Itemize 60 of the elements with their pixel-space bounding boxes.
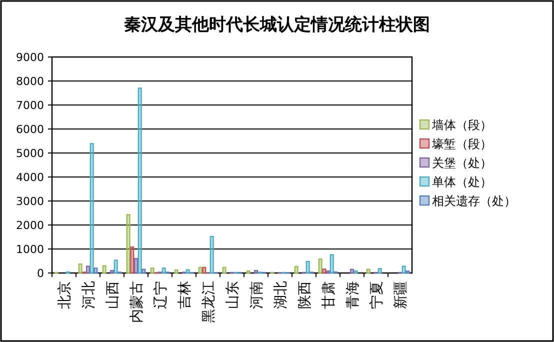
bar: [318, 258, 322, 274]
bar: [174, 270, 178, 274]
legend-label: 墙体（段）: [431, 118, 492, 132]
x-tick-label: 山东: [225, 281, 241, 309]
legend-label: 相关遗存（处）: [432, 194, 516, 208]
bar: [210, 236, 214, 274]
x-tick-label: 内蒙古: [129, 281, 145, 323]
y-tick-label: 5000: [16, 147, 44, 160]
x-tick-label: 河南: [249, 281, 265, 309]
bar: [186, 269, 190, 274]
bar: [94, 268, 98, 274]
bar: [306, 260, 310, 274]
bar: [294, 266, 298, 274]
chart-title: 秦汉及其他时代长城认定情况统计柱状图: [124, 15, 430, 35]
bar: [126, 214, 130, 274]
bar: [134, 258, 138, 274]
bar: [130, 246, 134, 274]
x-tick-label: 北京: [57, 281, 73, 309]
bar: [222, 266, 226, 274]
x-tick-label: 新疆: [393, 281, 409, 309]
x-tick-label: 甘肃: [321, 281, 337, 309]
y-tick-label: 6000: [16, 123, 44, 136]
bar: [86, 266, 90, 274]
x-tick-label: 吉林: [177, 281, 193, 309]
x-tick-label: 湖北: [273, 281, 289, 309]
bar: [142, 268, 146, 274]
bar: [366, 268, 370, 274]
y-tick-label: 0: [37, 267, 44, 280]
x-tick-label: 宁夏: [369, 281, 385, 309]
x-tick-label: 黑龙江: [201, 281, 217, 323]
bar: [150, 268, 154, 274]
bar: [90, 143, 94, 274]
x-tick-label: 青海: [345, 281, 361, 309]
y-tick-label: 2000: [16, 219, 44, 232]
y-tick-label: 7000: [16, 99, 44, 112]
bar: [102, 265, 106, 274]
x-tick-label: 辽宁: [153, 281, 169, 309]
y-tick-label: 9000: [16, 51, 44, 64]
x-tick-label: 河北: [81, 281, 97, 309]
bar: [78, 264, 82, 274]
y-tick-label: 8000: [16, 75, 44, 88]
bar: [322, 268, 326, 274]
bar: [202, 266, 206, 274]
bar: [378, 268, 382, 274]
x-tick-label: 山西: [105, 281, 121, 309]
legend-label: 单体（处）: [432, 175, 492, 189]
bar: [138, 88, 142, 274]
bar: [114, 260, 118, 274]
bar: [330, 254, 334, 274]
bar: [162, 268, 166, 274]
y-tick-label: 4000: [16, 171, 44, 184]
y-tick-label: 1000: [16, 243, 44, 256]
legend-label: 壕堑（段）: [431, 137, 492, 151]
legend-label: 关堡（处）: [432, 156, 492, 170]
bar: [402, 266, 406, 274]
y-tick-label: 3000: [16, 195, 44, 208]
bar: [350, 268, 354, 274]
bar: [110, 270, 114, 274]
x-tick-label: 陕西: [297, 281, 313, 309]
bar: [254, 270, 258, 274]
